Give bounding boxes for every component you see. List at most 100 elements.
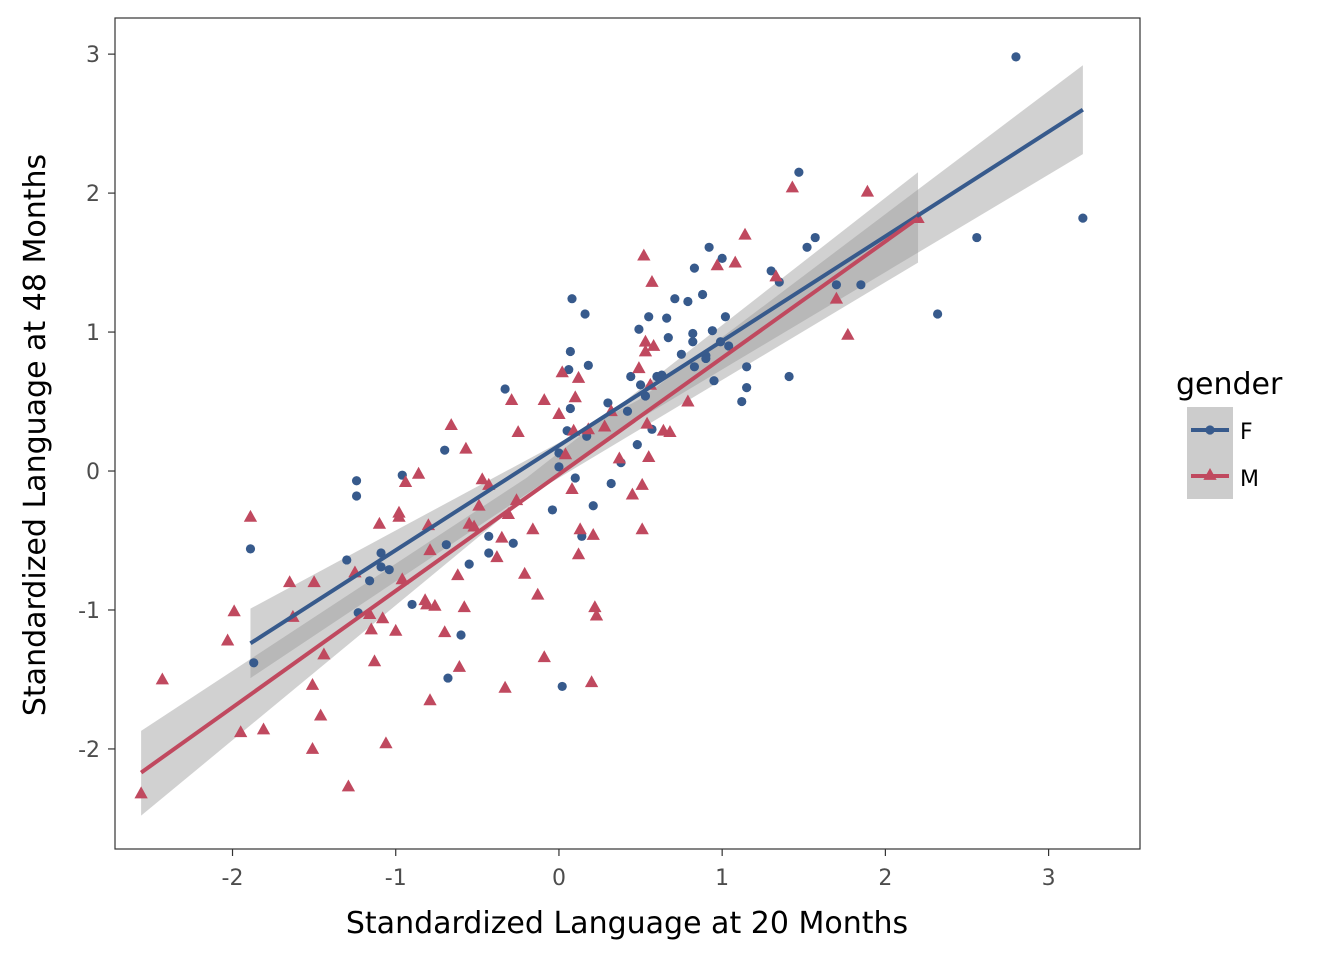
data-point-m <box>423 693 437 706</box>
data-point-m <box>531 587 545 600</box>
data-point-m <box>451 568 465 581</box>
data-point-f <box>583 360 593 371</box>
x-tick-label: 0 <box>552 866 566 891</box>
data-point-m <box>597 419 612 432</box>
data-point-m <box>457 600 471 613</box>
data-point-f <box>484 531 494 541</box>
data-point-m <box>498 680 512 693</box>
legend-key-marker-f <box>1205 425 1215 435</box>
data-point-m <box>398 475 413 488</box>
data-point-m <box>632 361 646 374</box>
data-point-m <box>364 622 378 635</box>
data-point-f <box>717 253 727 264</box>
data-point-m <box>588 600 602 613</box>
regression-lines <box>139 108 1084 775</box>
data-point-f <box>1078 213 1088 223</box>
data-point-m <box>305 741 320 754</box>
data-point-m <box>317 647 331 660</box>
data-point-m <box>155 672 169 685</box>
data-point-f <box>547 505 558 515</box>
data-point-f <box>644 312 654 322</box>
data-point-m <box>504 393 519 406</box>
data-point-m <box>829 291 844 304</box>
confidence-band-f <box>250 65 1083 679</box>
data-point-f <box>564 364 574 375</box>
data-point-f <box>443 673 453 683</box>
data-point-f <box>720 312 731 322</box>
data-point-f <box>689 263 700 273</box>
data-point-m <box>475 472 489 485</box>
data-point-m <box>552 407 566 419</box>
data-point-m <box>637 248 651 261</box>
data-point-m <box>305 678 320 690</box>
data-point-m <box>571 547 586 560</box>
data-point-f <box>565 346 575 357</box>
data-point-f <box>794 167 804 177</box>
data-point-m <box>134 786 148 799</box>
data-point-f <box>484 548 494 558</box>
data-point-m <box>243 509 258 522</box>
data-point-f <box>784 371 794 382</box>
data-point-m <box>738 227 752 240</box>
data-point-f <box>688 337 698 347</box>
data-point-f <box>456 630 466 640</box>
data-point-m <box>642 450 656 463</box>
data-point-m <box>728 255 742 268</box>
data-point-f <box>1011 52 1021 62</box>
data-point-m <box>341 779 356 792</box>
data-point-m <box>234 725 248 738</box>
data-point-f <box>407 599 417 610</box>
data-point-m <box>428 598 442 611</box>
y-tick-label: 3 <box>86 43 100 68</box>
legend-title: gender <box>1176 367 1283 402</box>
data-point-m <box>227 604 241 617</box>
data-point-m <box>472 498 486 511</box>
data-point-f <box>351 476 362 486</box>
data-point-f <box>365 576 375 586</box>
data-point-f <box>766 266 776 276</box>
y-axis: -2 -1 0 1 2 3 <box>78 43 115 763</box>
data-point-m <box>710 258 724 271</box>
data-points <box>134 52 1088 799</box>
data-point-f <box>440 445 450 455</box>
data-point-f <box>249 658 259 668</box>
data-point-m <box>589 608 604 621</box>
x-tick-label: 3 <box>1042 866 1056 891</box>
data-point-f <box>626 371 636 382</box>
data-point-f <box>688 328 698 339</box>
data-point-f <box>742 362 752 372</box>
y-tick-label: 1 <box>86 321 100 346</box>
data-point-f <box>603 398 613 408</box>
data-point-m <box>586 527 600 540</box>
data-point-f <box>554 462 564 472</box>
data-point-m <box>841 327 855 340</box>
data-point-m <box>501 507 516 519</box>
data-point-m <box>635 477 649 490</box>
data-point-m <box>625 487 640 500</box>
data-point-m <box>612 451 626 464</box>
data-point-f <box>567 294 577 304</box>
data-point-m <box>558 447 573 460</box>
plot-panel-border <box>114 17 1141 850</box>
legend-keys <box>1191 425 1229 480</box>
x-tick-label: -2 <box>222 866 244 891</box>
data-point-m <box>438 625 452 638</box>
data-point-m <box>220 633 235 646</box>
data-point-f <box>245 544 256 554</box>
data-point-m <box>423 543 437 556</box>
data-point-f <box>676 349 686 359</box>
data-point-f <box>707 326 717 336</box>
data-point-m <box>518 566 532 579</box>
data-point-m <box>367 654 382 667</box>
data-point-f <box>670 294 680 304</box>
data-point-m <box>645 275 659 287</box>
data-point-m <box>379 736 393 749</box>
data-point-m <box>526 522 540 535</box>
data-point-m <box>555 365 569 378</box>
data-point-f <box>689 362 700 372</box>
legend-label-m: M <box>1240 467 1259 492</box>
data-point-m <box>389 623 403 636</box>
y-tick-label: -2 <box>78 738 100 763</box>
data-point-m <box>537 393 551 406</box>
data-point-m <box>640 416 654 429</box>
